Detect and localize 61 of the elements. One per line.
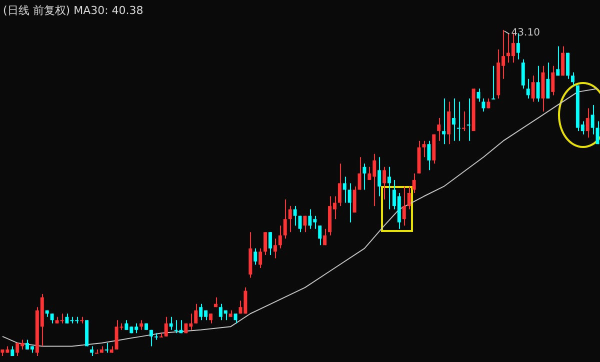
candlestick [362, 163, 366, 190]
candlestick [352, 186, 356, 214]
candlestick [566, 52, 570, 80]
annotation: 43.10 [511, 28, 540, 39]
candlestick [452, 98, 456, 142]
candlestick [437, 118, 441, 142]
candlestick [150, 329, 153, 347]
candlestick [264, 232, 268, 256]
candlestick [104, 342, 108, 354]
candlestick [422, 140, 426, 158]
candlestick [303, 215, 307, 233]
candlestick [492, 65, 496, 100]
candlestick [268, 232, 272, 256]
candlestick [447, 101, 450, 145]
candlestick [482, 98, 486, 112]
candlestick [254, 248, 258, 266]
candlestick [90, 346, 94, 356]
candlestick [140, 320, 144, 330]
candlestick [342, 176, 346, 204]
candlestick [388, 166, 391, 210]
candlestick [94, 348, 98, 354]
candlestick [194, 303, 198, 324]
candlestick [536, 65, 540, 102]
candlestick [283, 199, 287, 240]
candlestick [531, 75, 535, 102]
candlestick [293, 206, 297, 226]
candlestick [338, 163, 342, 207]
candlestick [551, 65, 555, 96]
candlestick [586, 108, 590, 138]
candlestick [164, 316, 168, 337]
candlestick [596, 120, 600, 145]
candlestick [258, 248, 262, 268]
candlestick [462, 111, 466, 132]
candlestick [526, 78, 530, 99]
candlestick [169, 316, 173, 330]
candlestick [402, 186, 406, 226]
candlestick [323, 228, 327, 246]
candlestick [442, 98, 446, 145]
chart-title: (日线 前复权) MA30: 40.38 [3, 3, 144, 18]
candlestick [412, 172, 416, 194]
candlestick [278, 225, 282, 249]
candlestick [546, 62, 550, 99]
candlestick [234, 313, 238, 324]
candlestick [273, 238, 277, 259]
candlestick [318, 225, 322, 246]
candlestick [427, 140, 431, 171]
candlestick [466, 98, 470, 142]
candlestick [407, 186, 411, 210]
candlestick [50, 313, 54, 324]
candlestick [456, 101, 460, 142]
candlestick [382, 166, 386, 200]
candlestick [590, 104, 594, 135]
candlestick [209, 313, 212, 324]
candlestick [556, 46, 560, 76]
candlestick [288, 206, 292, 233]
candlestick [570, 72, 574, 86]
candlestick [159, 332, 163, 338]
candlestick [521, 58, 525, 90]
candlestick [561, 46, 565, 76]
candlestick [378, 156, 382, 197]
candlestick [348, 182, 352, 223]
